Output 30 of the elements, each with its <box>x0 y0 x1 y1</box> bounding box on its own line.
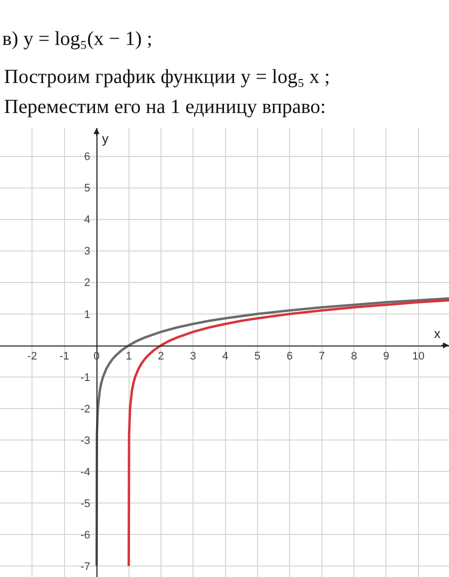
x-tick-label: 5 <box>254 350 261 363</box>
y-tick-label: -1 <box>80 372 90 384</box>
x-tick-label: -1 <box>59 350 70 363</box>
x-tick-label: 2 <box>158 350 164 363</box>
text: Переместим его на 1 единицу вправо: <box>4 96 326 118</box>
x-tick-label: 7 <box>318 350 325 363</box>
y-tick-label: -4 <box>80 466 90 478</box>
y-tick-label: 1 <box>84 308 90 321</box>
y-axis-title: y <box>102 131 109 146</box>
x-tick-label: 8 <box>350 350 358 363</box>
y-tick-label: -2 <box>80 403 90 416</box>
y-tick-label: 3 <box>84 246 90 258</box>
x-tick-label: 3 <box>190 350 196 363</box>
y-tick-label: -3 <box>80 434 90 447</box>
chart-title: в) y = log₅(x − 1) ; <box>2 28 152 50</box>
x-tick-label: 9 <box>383 350 390 363</box>
y-tick-label: 4 <box>84 214 90 226</box>
y-tick-label: -6 <box>80 529 90 542</box>
y-tick-label: 6 <box>84 151 90 164</box>
y-tick-label: -5 <box>80 498 90 510</box>
y-tick-label: 5 <box>84 182 90 195</box>
x-tick-label: -2 <box>27 350 38 363</box>
x-tick-label: 6 <box>286 350 293 363</box>
x-tick-label: 4 <box>222 350 228 363</box>
y-tick-label: 2 <box>84 277 90 290</box>
x-tick-label: 10 <box>412 350 425 363</box>
x-axis-title: x <box>434 326 441 341</box>
y-tick-label: -7 <box>80 560 90 573</box>
chart-subtitle: Построим график функции y = log₅ x ; <box>4 66 330 88</box>
x-tick-label: 1 <box>126 350 132 363</box>
